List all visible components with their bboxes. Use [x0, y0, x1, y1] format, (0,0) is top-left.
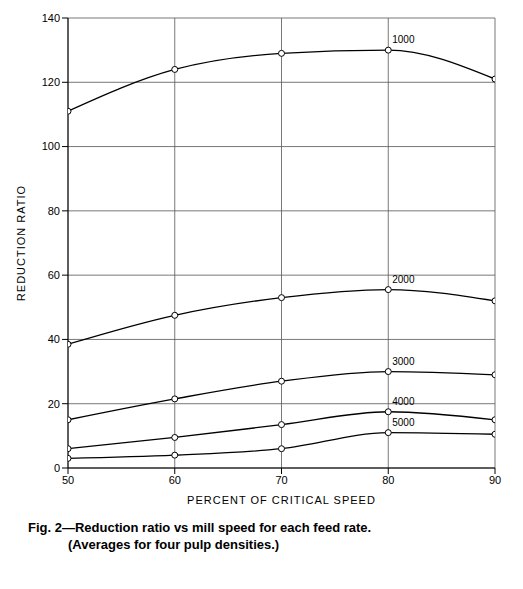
html-text:Fig. 2—Reduction ratio vs mill: Fig. 2—Reduction ratio vs mill speed for…	[28, 520, 372, 535]
svg-text:90: 90	[489, 474, 501, 486]
svg-text:80: 80	[382, 474, 394, 486]
svg-text:120: 120	[42, 76, 60, 88]
svg-text:PERCENT OF CRITICAL SPEED: PERCENT OF CRITICAL SPEED	[187, 494, 376, 506]
svg-text:2000: 2000	[392, 274, 415, 285]
svg-text:0: 0	[54, 462, 60, 474]
svg-text:80: 80	[48, 205, 60, 217]
svg-text:4000: 4000	[392, 396, 415, 407]
svg-text:100: 100	[42, 140, 60, 152]
html-text:(Averages for four pulp densit: (Averages for four pulp densities.)	[68, 537, 280, 552]
svg-text:1000: 1000	[392, 34, 415, 45]
svg-text:5000: 5000	[392, 417, 415, 428]
svg-text:50: 50	[62, 474, 74, 486]
svg-text:140: 140	[42, 12, 60, 24]
svg-text:70: 70	[275, 474, 287, 486]
svg-text:40: 40	[48, 333, 60, 345]
svg-text:60: 60	[48, 269, 60, 281]
svg-text:20: 20	[48, 398, 60, 410]
svg-text:60: 60	[169, 474, 181, 486]
svg-text:REDUCTION RATIO: REDUCTION RATIO	[15, 185, 27, 301]
svg-text:3000: 3000	[392, 356, 415, 367]
